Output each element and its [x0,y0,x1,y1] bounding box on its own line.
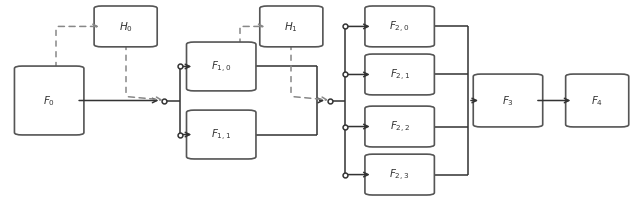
FancyBboxPatch shape [365,55,435,95]
FancyBboxPatch shape [566,75,628,127]
FancyBboxPatch shape [365,154,435,195]
FancyBboxPatch shape [473,75,543,127]
Text: $F_{2,2}$: $F_{2,2}$ [390,119,410,134]
Text: $H_{0}$: $H_{0}$ [118,20,132,34]
Text: $F_{1,0}$: $F_{1,0}$ [211,60,232,75]
Text: $F_{2,0}$: $F_{2,0}$ [389,20,410,35]
FancyBboxPatch shape [186,43,256,92]
Text: $F_{0}$: $F_{0}$ [43,94,55,108]
Text: $F_{1,1}$: $F_{1,1}$ [211,127,232,142]
Text: $F_{4}$: $F_{4}$ [591,94,604,108]
Text: $F_{2,1}$: $F_{2,1}$ [390,68,410,83]
Text: $F_{2,3}$: $F_{2,3}$ [390,167,410,182]
Text: $F_{3}$: $F_{3}$ [502,94,514,108]
FancyBboxPatch shape [260,7,323,48]
FancyBboxPatch shape [365,7,435,48]
FancyBboxPatch shape [15,67,84,135]
FancyBboxPatch shape [94,7,157,48]
FancyBboxPatch shape [365,107,435,147]
FancyBboxPatch shape [186,110,256,159]
Text: $H_{1}$: $H_{1}$ [284,20,298,34]
